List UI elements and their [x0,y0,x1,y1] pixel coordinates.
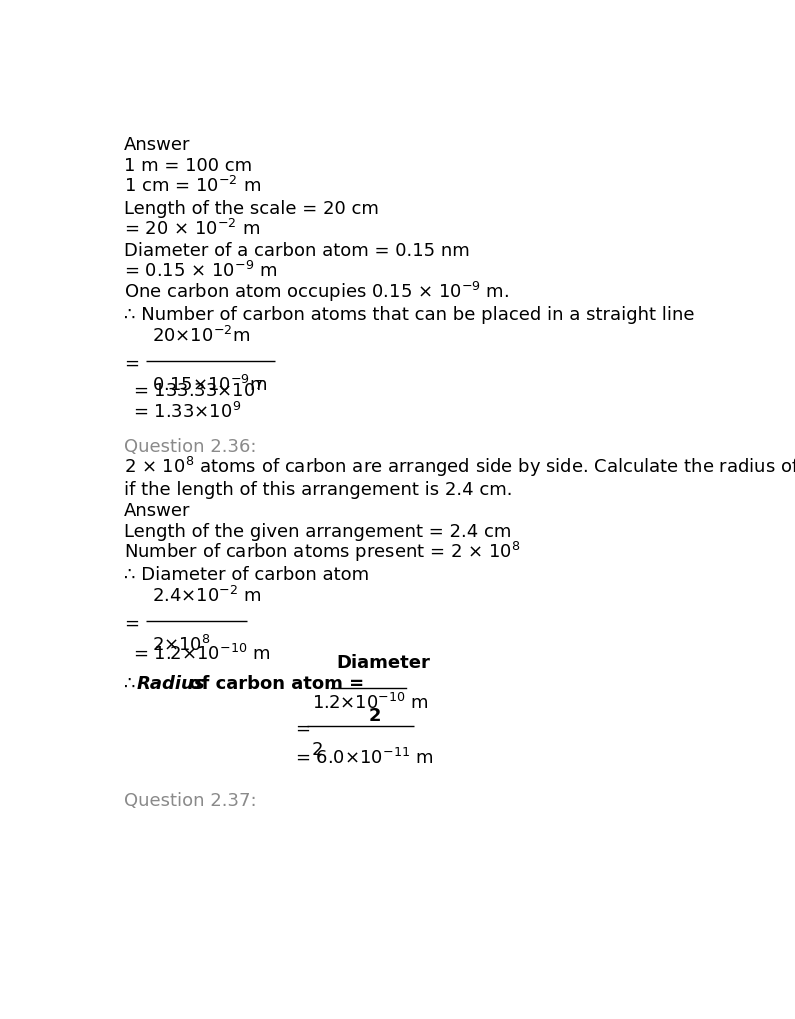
Text: 2×10$^{8}$: 2×10$^{8}$ [152,635,211,655]
Text: Length of the given arrangement = 2.4 cm: Length of the given arrangement = 2.4 cm [124,523,511,540]
Text: = 20 × 10$^{-2}$ m: = 20 × 10$^{-2}$ m [124,218,260,238]
Text: 2: 2 [312,740,324,758]
Text: 0.15×10$^{-9}$m: 0.15×10$^{-9}$m [152,375,267,395]
Text: One carbon atom occupies 0.15 × 10$^{-9}$ m.: One carbon atom occupies 0.15 × 10$^{-9}… [124,280,510,304]
Text: 1.2×10$^{-10}$ m: 1.2×10$^{-10}$ m [312,692,429,712]
Text: Radius: Radius [137,675,205,693]
Text: 1 m = 100 cm: 1 m = 100 cm [124,157,252,175]
Text: Number of carbon atoms present = 2 × 10$^{8}$: Number of carbon atoms present = 2 × 10$… [124,540,521,564]
Text: =: = [295,719,310,737]
Text: 2.4×10$^{-2}$ m: 2.4×10$^{-2}$ m [152,586,262,605]
Text: Answer: Answer [124,136,191,154]
Text: Answer: Answer [124,501,191,520]
Text: Length of the scale = 20 cm: Length of the scale = 20 cm [124,200,379,217]
Text: =: = [124,613,139,632]
Text: if the length of this arrangement is 2.4 cm.: if the length of this arrangement is 2.4… [124,480,513,498]
Text: of carbon atom =: of carbon atom = [183,675,363,693]
Text: Diameter: Diameter [336,653,430,672]
Text: = 6.0×10$^{-11}$ m: = 6.0×10$^{-11}$ m [295,747,434,767]
Text: ∴ Number of carbon atoms that can be placed in a straight line: ∴ Number of carbon atoms that can be pla… [124,306,695,323]
Text: 1 cm = 10$^{-2}$ m: 1 cm = 10$^{-2}$ m [124,176,261,196]
Text: 2 × 10$^{8}$ atoms of carbon are arranged side by side. Calculate the radius of : 2 × 10$^{8}$ atoms of carbon are arrange… [124,454,795,479]
Text: ∴ Diameter of carbon atom: ∴ Diameter of carbon atom [124,565,369,583]
Text: 20×10$^{-2}$m: 20×10$^{-2}$m [152,326,250,345]
Text: Diameter of a carbon atom = 0.15 nm: Diameter of a carbon atom = 0.15 nm [124,242,470,260]
Text: = 1.33×10$^{9}$: = 1.33×10$^{9}$ [134,401,242,421]
Text: =: = [124,355,139,372]
Text: 2: 2 [369,706,381,725]
Text: = 1.2×10$^{-10}$ m: = 1.2×10$^{-10}$ m [134,643,270,663]
Text: Question 2.36:: Question 2.36: [124,438,257,455]
Text: = 0.15 × 10$^{-9}$ m: = 0.15 × 10$^{-9}$ m [124,261,277,281]
Text: = 133.33×10$^{7}$: = 133.33×10$^{7}$ [134,380,264,400]
Text: Question 2.37:: Question 2.37: [124,791,257,809]
Text: ∴: ∴ [124,675,142,693]
